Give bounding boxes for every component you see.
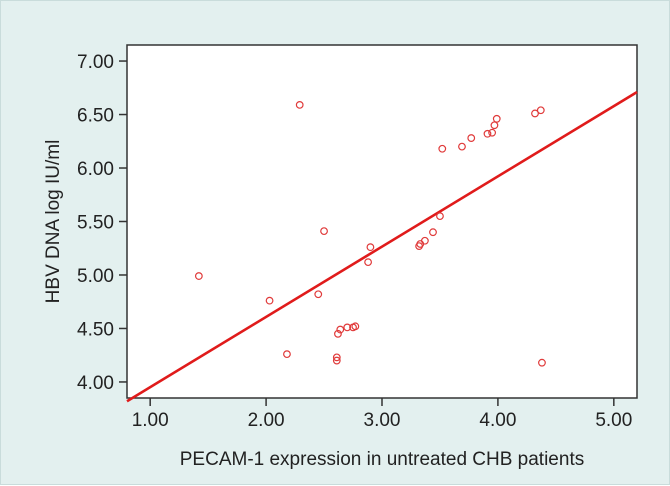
data-point bbox=[531, 109, 539, 118]
data-point bbox=[488, 128, 497, 137]
regression-line bbox=[126, 90, 638, 403]
plot-area bbox=[126, 44, 638, 399]
y-tick-label: 7.00 bbox=[77, 52, 114, 73]
y-axis-title: HBV DNA log IU/ml bbox=[43, 140, 64, 304]
y-tick-label: 6.00 bbox=[77, 159, 114, 180]
data-point bbox=[314, 290, 323, 299]
x-tick-label: 2.00 bbox=[248, 410, 285, 431]
data-point bbox=[458, 142, 466, 151]
data-point bbox=[420, 236, 429, 245]
data-point bbox=[343, 323, 352, 332]
plot-content bbox=[126, 90, 638, 403]
y-tick-label: 4.50 bbox=[77, 319, 114, 340]
data-point bbox=[295, 101, 304, 109]
y-axis: 4.00 4.50 5.00 5.50 6.00 6.50 7.00 bbox=[77, 52, 127, 394]
data-point bbox=[332, 353, 341, 362]
data-point bbox=[366, 243, 375, 252]
data-point bbox=[364, 258, 372, 267]
x-tick-label: 5.00 bbox=[595, 410, 632, 431]
data-point bbox=[265, 296, 274, 305]
y-tick-label: 4.00 bbox=[77, 373, 114, 394]
x-tick-label: 4.00 bbox=[479, 410, 516, 431]
y-tick-label: 5.50 bbox=[77, 213, 114, 234]
data-point bbox=[351, 322, 360, 331]
data-point bbox=[320, 227, 328, 236]
data-point bbox=[336, 325, 345, 334]
data-point bbox=[467, 134, 476, 142]
data-point bbox=[334, 329, 342, 338]
data-point bbox=[332, 356, 341, 365]
data-point bbox=[194, 272, 203, 280]
x-axis-title: PECAM-1 expression in untreated CHB pati… bbox=[180, 449, 584, 470]
data-point bbox=[283, 350, 291, 359]
data-point bbox=[483, 129, 492, 138]
y-tick-label: 5.00 bbox=[77, 266, 114, 287]
data-point bbox=[536, 106, 545, 115]
x-tick-label: 1.00 bbox=[132, 410, 169, 431]
data-point bbox=[436, 212, 444, 221]
y-tick-label: 6.50 bbox=[77, 106, 114, 127]
x-axis: 1.00 2.00 3.00 4.00 5.00 bbox=[132, 398, 632, 431]
data-point bbox=[538, 358, 546, 367]
data-point bbox=[429, 228, 437, 237]
data-point bbox=[438, 144, 447, 153]
x-tick-label: 3.00 bbox=[364, 410, 401, 431]
data-point bbox=[492, 114, 501, 123]
